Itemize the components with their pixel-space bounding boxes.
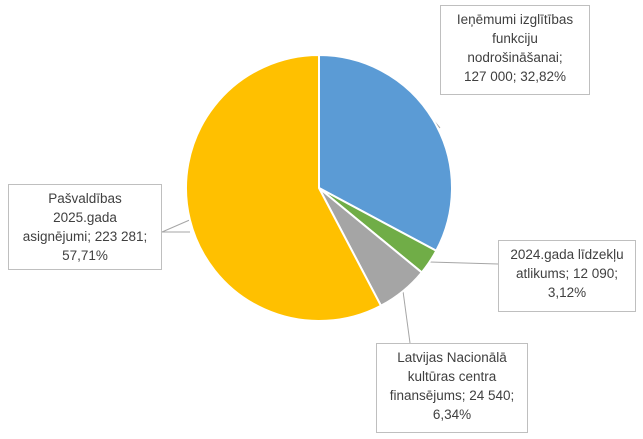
data-label-line: atlikums; 12 090;: [515, 266, 619, 281]
data-label-culture-centre-funding: Latvijas Nacionālā kultūras centra finan…: [376, 343, 528, 433]
data-label-line: Latvijas Nacionālā: [397, 350, 507, 365]
data-label-education-revenue: Ieņēmumi izglītības funkciju nodrošināša…: [440, 5, 590, 95]
leader-line: [429, 261, 499, 265]
data-label-line: Pašvaldības: [48, 191, 122, 206]
data-label-line: 127 000; 32,82%: [463, 69, 567, 84]
data-label-line: nodrošināšanai;: [467, 50, 563, 65]
data-label-line: Ieņēmumi izglītības: [456, 12, 574, 27]
pie-slice-municipal-appropriations: [185, 54, 382, 322]
leader-line: [161, 219, 191, 233]
data-label-line: 2024.gada līdzekļu: [510, 247, 624, 262]
data-label-line: 6,34%: [432, 407, 472, 422]
data-label-line: 57,71%: [62, 248, 108, 263]
data-label-2024-balance: 2024.gada līdzekļu atlikums; 12 090; 3,1…: [498, 240, 636, 312]
data-label-line: 2025.gada: [53, 210, 117, 225]
leader-line: [402, 291, 411, 344]
data-label-line: funkciju: [492, 31, 538, 46]
data-label-municipal-appropriations: Pašvaldības 2025.gada asignējumi; 223 28…: [8, 184, 162, 270]
data-label-line: finansējums; 24 540;: [389, 388, 515, 403]
pie-slices: [185, 54, 453, 322]
data-label-line: kultūras centra: [407, 369, 497, 384]
leader-lines: [161, 119, 499, 344]
pie-slice-education-revenue: [318, 54, 453, 252]
data-label-line: asignējumi; 223 281;: [22, 229, 148, 244]
data-label-line: 3,12%: [547, 285, 587, 300]
